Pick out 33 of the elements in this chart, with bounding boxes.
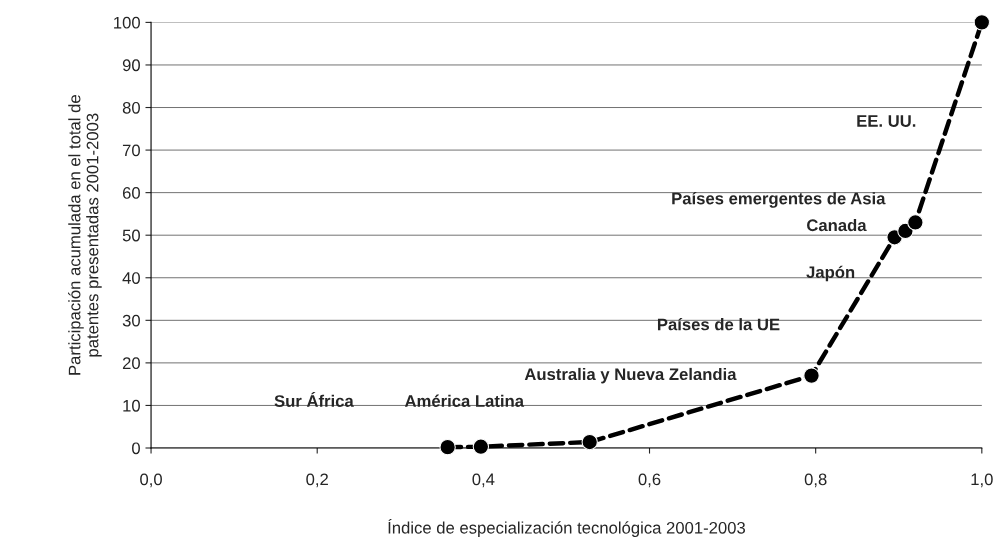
y-tick-label: 60 bbox=[122, 187, 140, 199]
y-tick-label: 80 bbox=[122, 101, 140, 114]
y-tick-label: 0 bbox=[132, 442, 140, 455]
y-axis-title: Participación acumulada en el total de patentes presentadas 2001-2003 bbox=[68, 95, 102, 375]
x-tick-label: 0,2 bbox=[306, 473, 328, 488]
y-tick-label: 70 bbox=[122, 144, 140, 157]
annotation: América Latina bbox=[404, 394, 525, 407]
x-tick-label: 0,6 bbox=[638, 473, 661, 488]
y-tick-label: 10 bbox=[123, 399, 140, 412]
y-tick-label: 100 bbox=[114, 16, 140, 29]
y-tick-label: 90 bbox=[122, 59, 140, 72]
annotation: Australia y Nueva Zelandia bbox=[524, 367, 737, 384]
y-tick-label: 30 bbox=[122, 314, 140, 327]
annotation: Sur África bbox=[274, 392, 354, 407]
x-tick-label: 1,0 bbox=[971, 473, 993, 488]
point bbox=[803, 367, 820, 384]
x-tick-label: 0,8 bbox=[804, 473, 827, 488]
annotation: Japón bbox=[806, 265, 855, 282]
y-tick-label: 40 bbox=[122, 272, 140, 284]
point bbox=[581, 433, 598, 451]
point bbox=[973, 14, 990, 31]
annotation: Países emergentes de Asia bbox=[672, 192, 886, 208]
x-axis-title: Índice de especialización tecnológica 2001-2003 bbox=[388, 519, 746, 537]
x-tick-label: 0,0 bbox=[140, 473, 162, 488]
point bbox=[439, 438, 456, 456]
annotation: Canada bbox=[807, 218, 867, 232]
y-tick-label: 20 bbox=[122, 357, 140, 370]
point bbox=[472, 438, 490, 455]
point bbox=[907, 214, 924, 231]
annotation: EE. UU. bbox=[857, 115, 916, 127]
y-tick-label: 50 bbox=[122, 229, 140, 242]
annotation: Países de la UE bbox=[657, 317, 780, 331]
x-tick-label: 0,4 bbox=[472, 473, 495, 488]
